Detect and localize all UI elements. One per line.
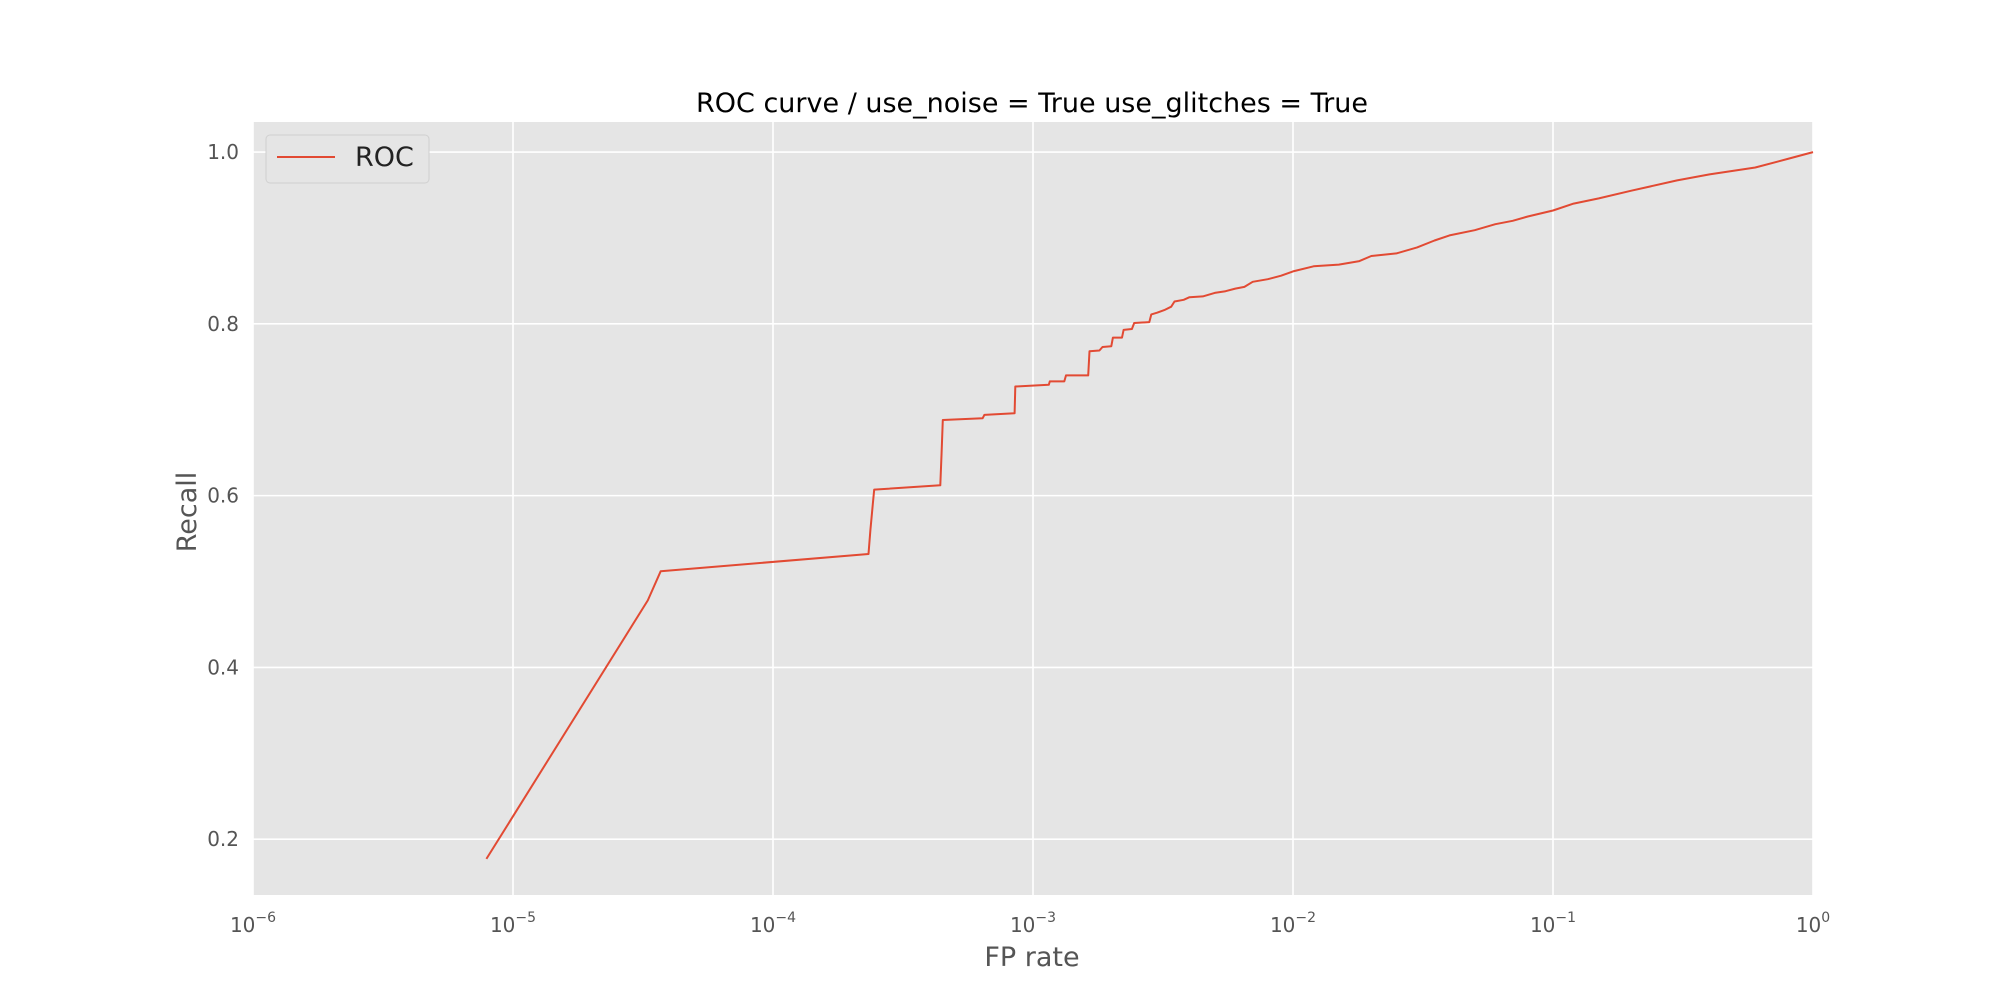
x-axis-label: FP rate bbox=[984, 942, 1079, 973]
chart-title: ROC curve / use_noise = True use_glitche… bbox=[696, 88, 1368, 119]
y-tick-label: 0.2 bbox=[207, 827, 239, 851]
y-tick-label: 1.0 bbox=[207, 140, 239, 164]
y-axis-label: Recall bbox=[172, 472, 203, 553]
legend-label-roc: ROC bbox=[355, 142, 414, 173]
grid-lines bbox=[252, 122, 1814, 895]
x-tick-label: 10−5 bbox=[490, 910, 536, 937]
y-tick-label: 0.4 bbox=[207, 655, 239, 679]
x-tick-label: 10−6 bbox=[230, 910, 276, 937]
series-layer bbox=[485, 151, 1814, 860]
legend: ROC bbox=[265, 134, 430, 184]
x-tick-label: 10−3 bbox=[1010, 910, 1056, 937]
y-tick-label: 0.6 bbox=[207, 484, 239, 508]
x-tick-label: 10−2 bbox=[1270, 910, 1316, 937]
tick-labels: 10−6 10−5 10−4 10−3 10−2 10−1 100 0.2 0.4 0.6 0.8 1… bbox=[207, 140, 1830, 937]
roc-series-line bbox=[485, 151, 1814, 860]
legend-box bbox=[265, 134, 430, 184]
x-tick-label: 10−4 bbox=[750, 910, 796, 937]
x-tick-label: 100 bbox=[1796, 910, 1830, 937]
y-tick-label: 0.8 bbox=[207, 312, 239, 336]
x-tick-label: 10−1 bbox=[1530, 910, 1576, 937]
